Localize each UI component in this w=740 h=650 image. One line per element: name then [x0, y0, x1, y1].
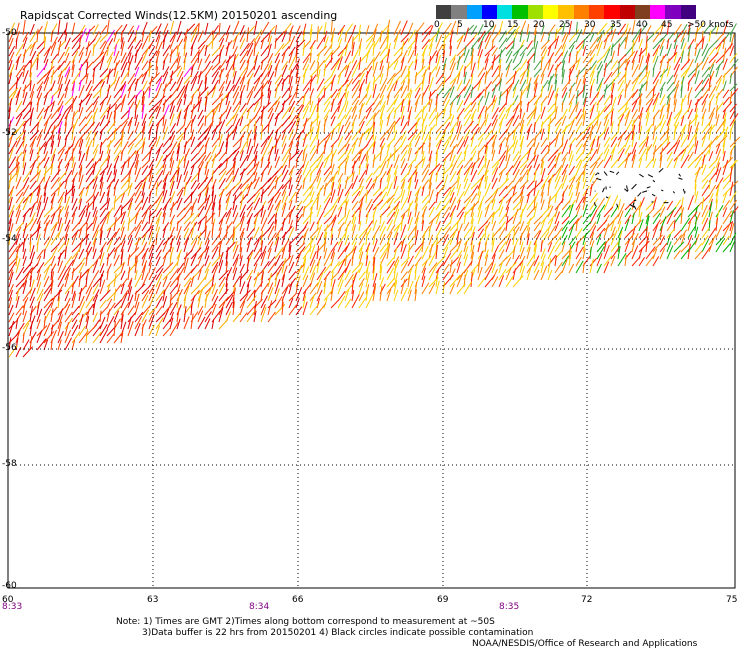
- plot-frame: [7, 32, 736, 589]
- lat-label: -50: [2, 28, 17, 38]
- colorbar-label: 10: [483, 20, 495, 30]
- colorbar-swatch: [543, 5, 559, 19]
- colorbar-label: 25: [559, 20, 571, 30]
- colorbar-swatch: [573, 5, 589, 19]
- colorbar-swatch: [588, 5, 605, 19]
- time-label: 8:33: [2, 602, 23, 612]
- colorbar-swatch: [481, 5, 498, 19]
- lat-label: -54: [2, 234, 17, 244]
- colorbar-swatch: [436, 5, 452, 19]
- colorbar-swatch: [634, 5, 651, 19]
- colorbar-label: 30: [584, 20, 596, 30]
- colorbar-label: 40: [636, 20, 648, 30]
- lat-label: -52: [2, 128, 17, 138]
- time-label: 8:34: [249, 602, 270, 612]
- colorbar-swatch: [665, 5, 681, 19]
- colorbar-swatch: [451, 5, 467, 19]
- colorbar-swatch: [619, 5, 635, 19]
- colorbar-label: 20: [533, 20, 545, 30]
- lon-label: 66: [292, 595, 304, 605]
- colorbar-label: 45: [661, 20, 673, 30]
- lat-label: -56: [2, 343, 17, 353]
- credit-line: NOAA/NESDIS/Office of Research and Appli…: [472, 639, 698, 649]
- colorbar-swatch: [558, 5, 574, 19]
- colorbar-label: 5: [457, 20, 463, 30]
- wind-speed-colorbar: [436, 5, 697, 19]
- colorbar-swatch: [680, 5, 697, 19]
- lat-label: -58: [2, 459, 17, 469]
- lon-label: 60: [2, 595, 14, 605]
- colorbar-swatch: [527, 5, 544, 19]
- lon-label: 69: [437, 595, 449, 605]
- colorbar-swatch: [650, 5, 666, 19]
- lon-label: 63: [147, 595, 159, 605]
- colorbar-label: >50 knots: [687, 20, 734, 30]
- colorbar-swatch: [604, 5, 620, 19]
- lon-label: 75: [726, 595, 738, 605]
- colorbar-swatch: [512, 5, 528, 19]
- note-line: 3)Data buffer is 22 hrs from 20150201 4)…: [142, 628, 534, 638]
- colorbar-swatch: [497, 5, 513, 19]
- time-label: 8:35: [499, 602, 520, 612]
- colorbar-labels: 0 5 10 15 20 25 30 35 40 45 >50 knots: [428, 20, 740, 32]
- lat-label: -60: [2, 581, 17, 591]
- colorbar-swatch: [466, 5, 482, 19]
- colorbar-label: 35: [610, 20, 622, 30]
- colorbar-label: 15: [507, 20, 519, 30]
- map-title: Rapidscat Corrected Winds(12.5KM) 201502…: [20, 9, 338, 22]
- note-line: Note: 1) Times are GMT 2)Times along bot…: [116, 617, 495, 627]
- colorbar-label: 0: [434, 20, 440, 30]
- wind-barbs: [8, 19, 740, 358]
- lon-label: 72: [581, 595, 593, 605]
